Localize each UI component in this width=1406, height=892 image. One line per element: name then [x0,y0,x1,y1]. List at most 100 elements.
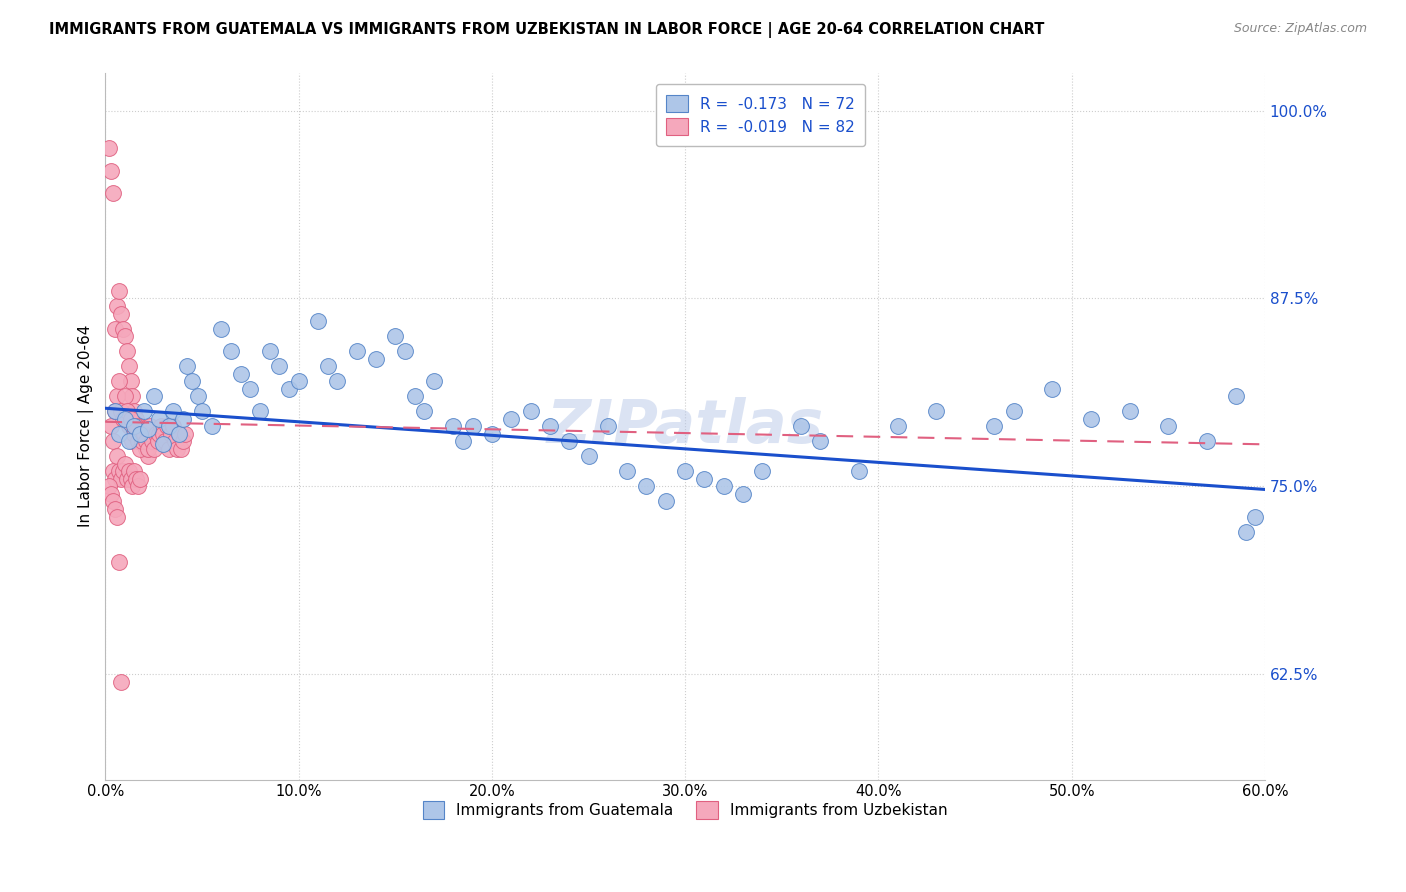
Point [129,442,152,456]
Point [150,419,173,434]
Point [259,344,281,359]
Point [636,479,658,493]
Point [121,479,143,493]
Point [152,426,174,441]
Point [124,464,146,478]
Point [1244,509,1267,524]
Point [394,344,416,359]
Point [229,367,252,381]
Point [346,344,368,359]
Point [596,419,619,434]
Point [152,437,174,451]
Point [145,426,167,441]
Legend: Immigrants from Guatemala, Immigrants from Uzbekistan: Immigrants from Guatemala, Immigrants fr… [416,795,953,825]
Point [655,494,678,508]
Point [673,464,696,478]
Point [157,419,180,434]
Point [163,434,186,449]
Point [278,382,301,396]
Point [111,464,134,478]
Point [131,434,153,449]
Point [146,434,169,449]
Point [120,374,142,388]
Point [451,434,474,449]
Point [117,434,139,449]
Point [287,374,309,388]
Point [578,450,600,464]
Point [114,389,136,403]
Point [125,411,148,425]
Point [1225,389,1247,403]
Point [127,479,149,493]
Point [160,426,183,441]
Point [142,389,165,403]
Point [1234,524,1257,539]
Point [693,472,716,486]
Point [101,464,124,478]
Point [326,374,349,388]
Point [136,442,159,456]
Point [110,674,132,689]
Point [136,422,159,436]
Point [170,442,193,456]
Point [129,472,152,486]
Point [155,434,177,449]
Point [166,442,188,456]
Point [124,419,146,434]
Point [111,411,134,425]
Text: IMMIGRANTS FROM GUATEMALA VS IMMIGRANTS FROM UZBEKISTAN IN LABOR FORCE | AGE 20-: IMMIGRANTS FROM GUATEMALA VS IMMIGRANTS … [49,22,1045,38]
Point [135,442,157,456]
Point [129,426,152,441]
Point [114,329,136,343]
Point [148,426,170,441]
Point [141,434,163,449]
Point [925,404,948,418]
Point [269,359,291,373]
Point [104,321,127,335]
Point [413,404,436,418]
Point [1195,434,1218,449]
Point [790,419,813,434]
Point [316,359,339,373]
Point [121,389,143,403]
Point [100,487,122,501]
Point [111,321,134,335]
Point [105,450,128,464]
Point [121,434,143,449]
Point [108,374,131,388]
Point [105,299,128,313]
Point [187,389,209,403]
Point [120,472,142,486]
Point [307,314,329,328]
Point [98,479,121,493]
Point [101,186,124,201]
Point [148,411,170,425]
Point [461,419,484,434]
Point [157,442,180,456]
Point [519,404,541,418]
Point [100,419,122,434]
Point [162,404,184,418]
Point [848,464,870,478]
Point [501,411,523,425]
Point [127,419,149,434]
Point [201,419,224,434]
Point [364,351,387,366]
Point [404,389,426,403]
Point [1040,382,1063,396]
Point [114,457,136,471]
Point [132,426,155,441]
Point [98,141,121,155]
Point [481,426,503,441]
Point [117,419,139,434]
Point [108,284,131,298]
Point [1002,404,1025,418]
Point [135,434,157,449]
Point [713,479,735,493]
Point [110,306,132,320]
Point [181,374,204,388]
Point [117,359,139,373]
Point [108,555,131,569]
Point [538,419,561,434]
Point [125,472,148,486]
